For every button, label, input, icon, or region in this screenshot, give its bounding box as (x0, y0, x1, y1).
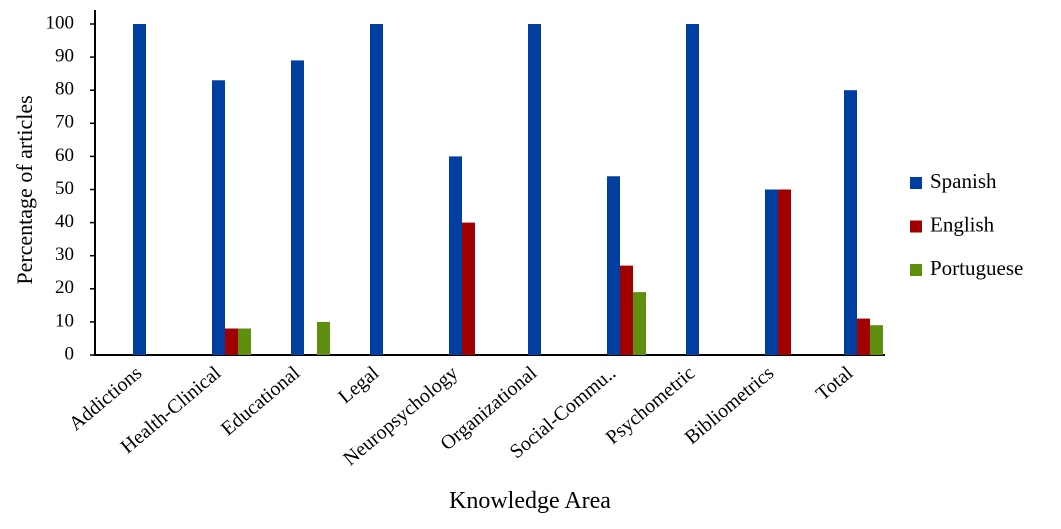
x-tick-label: Addictions (65, 362, 147, 435)
y-tick-label: 70 (55, 112, 74, 133)
bar (370, 24, 383, 355)
y-tick-label: 40 (55, 211, 74, 232)
y-tick-label: 30 (55, 244, 74, 265)
y-tick-label: 90 (55, 45, 74, 66)
y-tick-label: 20 (55, 277, 74, 298)
y-tick-label: 100 (46, 12, 75, 33)
bar (765, 189, 778, 355)
bar (449, 156, 462, 355)
bar (291, 60, 304, 355)
legend-swatch (910, 264, 922, 276)
bar (317, 321, 330, 355)
legend-swatch (910, 220, 922, 233)
y-tick-label: 10 (55, 310, 74, 331)
y-tick-label: 60 (55, 145, 74, 166)
bar (633, 292, 646, 355)
legend-label: Portuguese (930, 256, 1023, 280)
bar (620, 265, 633, 355)
bar (225, 328, 238, 355)
bar (607, 176, 620, 355)
bar (857, 318, 870, 355)
y-tick-label: 0 (65, 343, 75, 364)
legend-label: English (930, 212, 995, 236)
x-tick-label: Educational (217, 362, 305, 441)
y-tick-label: 50 (55, 178, 74, 199)
x-axis-title: Knowledge Area (449, 488, 611, 514)
x-tick-label: Legal (334, 362, 383, 408)
bar (686, 24, 699, 355)
bar (844, 90, 857, 355)
y-axis-title: Percentage of articles (12, 95, 37, 284)
x-tick-label: Total (812, 362, 858, 405)
y-tick-label: 80 (55, 79, 74, 100)
bar (462, 222, 475, 355)
legend-swatch (910, 177, 922, 189)
bar (133, 24, 146, 355)
bar (238, 328, 251, 355)
bar (778, 189, 791, 355)
bar (870, 325, 883, 355)
bar (528, 24, 541, 355)
bar (212, 80, 225, 356)
legend-label: Spanish (930, 169, 997, 193)
